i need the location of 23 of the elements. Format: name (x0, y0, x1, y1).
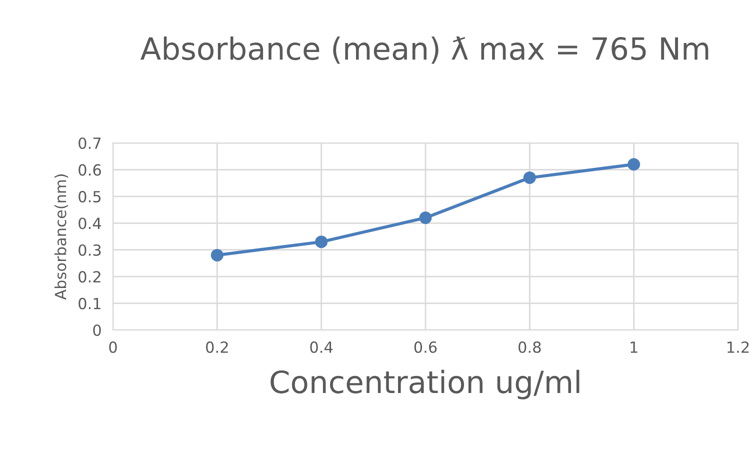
y-tick-label: 0.3 (78, 244, 101, 256)
point (523, 171, 536, 184)
y-tick-label: 0.7 (78, 137, 101, 150)
x-axis-title: Concentration ug/ml (270, 370, 580, 400)
x-tick-label: 0 (109, 341, 117, 353)
y-axis-title: Absorbance(nm) (54, 174, 68, 300)
x-tick-label: 0.8 (518, 341, 541, 353)
y-tick-label: 0.5 (78, 190, 101, 202)
y-tick-label: 0.6 (78, 164, 101, 176)
chart-title: Absorbance (mean) ƛ max = 765 Nm (140, 36, 708, 64)
y-tick-label: 0.4 (78, 218, 102, 230)
point (419, 212, 432, 224)
y-tick-label: 0.1 (78, 298, 100, 310)
y-tick-label: 0.2 (78, 271, 100, 283)
point (628, 158, 640, 171)
x-tick-label: 0.6 (414, 341, 437, 353)
x-tick-label: 0.2 (206, 341, 228, 353)
y-tick-label: 0 (93, 324, 101, 336)
x-tick-label: 0.4 (310, 341, 333, 353)
point (210, 248, 224, 262)
x-tick-label: 1 (630, 342, 638, 353)
x-tick-label: 1.2 (728, 341, 749, 353)
point (315, 236, 328, 248)
